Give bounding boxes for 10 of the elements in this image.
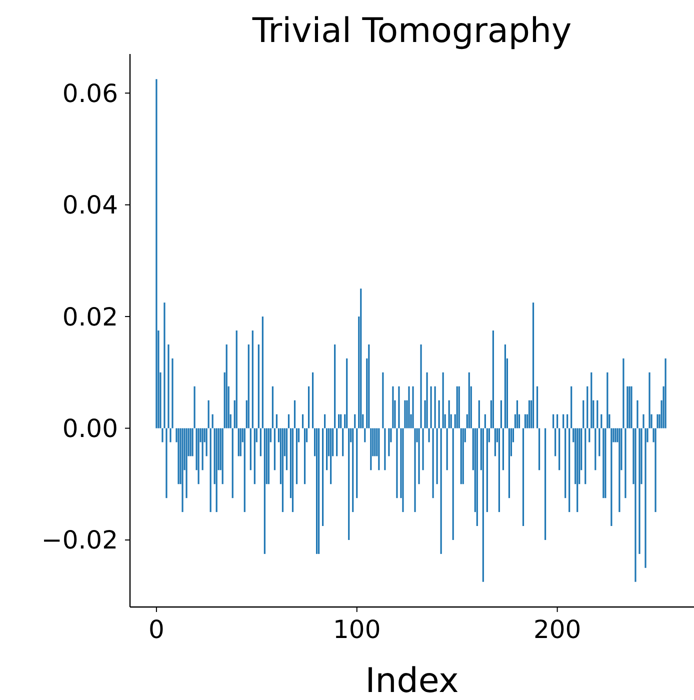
y-tick-label: 0.06 [62,78,118,108]
x-tick-label: 0 [148,615,164,644]
x-tick-label: 200 [533,615,582,644]
x-axis-title: Index [365,661,459,700]
y-tick-label: 0.00 [62,414,118,444]
y-tick-label: 0.02 [62,302,118,332]
x-tick-label: 100 [333,615,381,644]
y-tick-label: −0.02 [41,526,118,555]
chart-title: Trivial Tomography [251,11,572,51]
y-tick-label: 0.04 [62,190,118,220]
